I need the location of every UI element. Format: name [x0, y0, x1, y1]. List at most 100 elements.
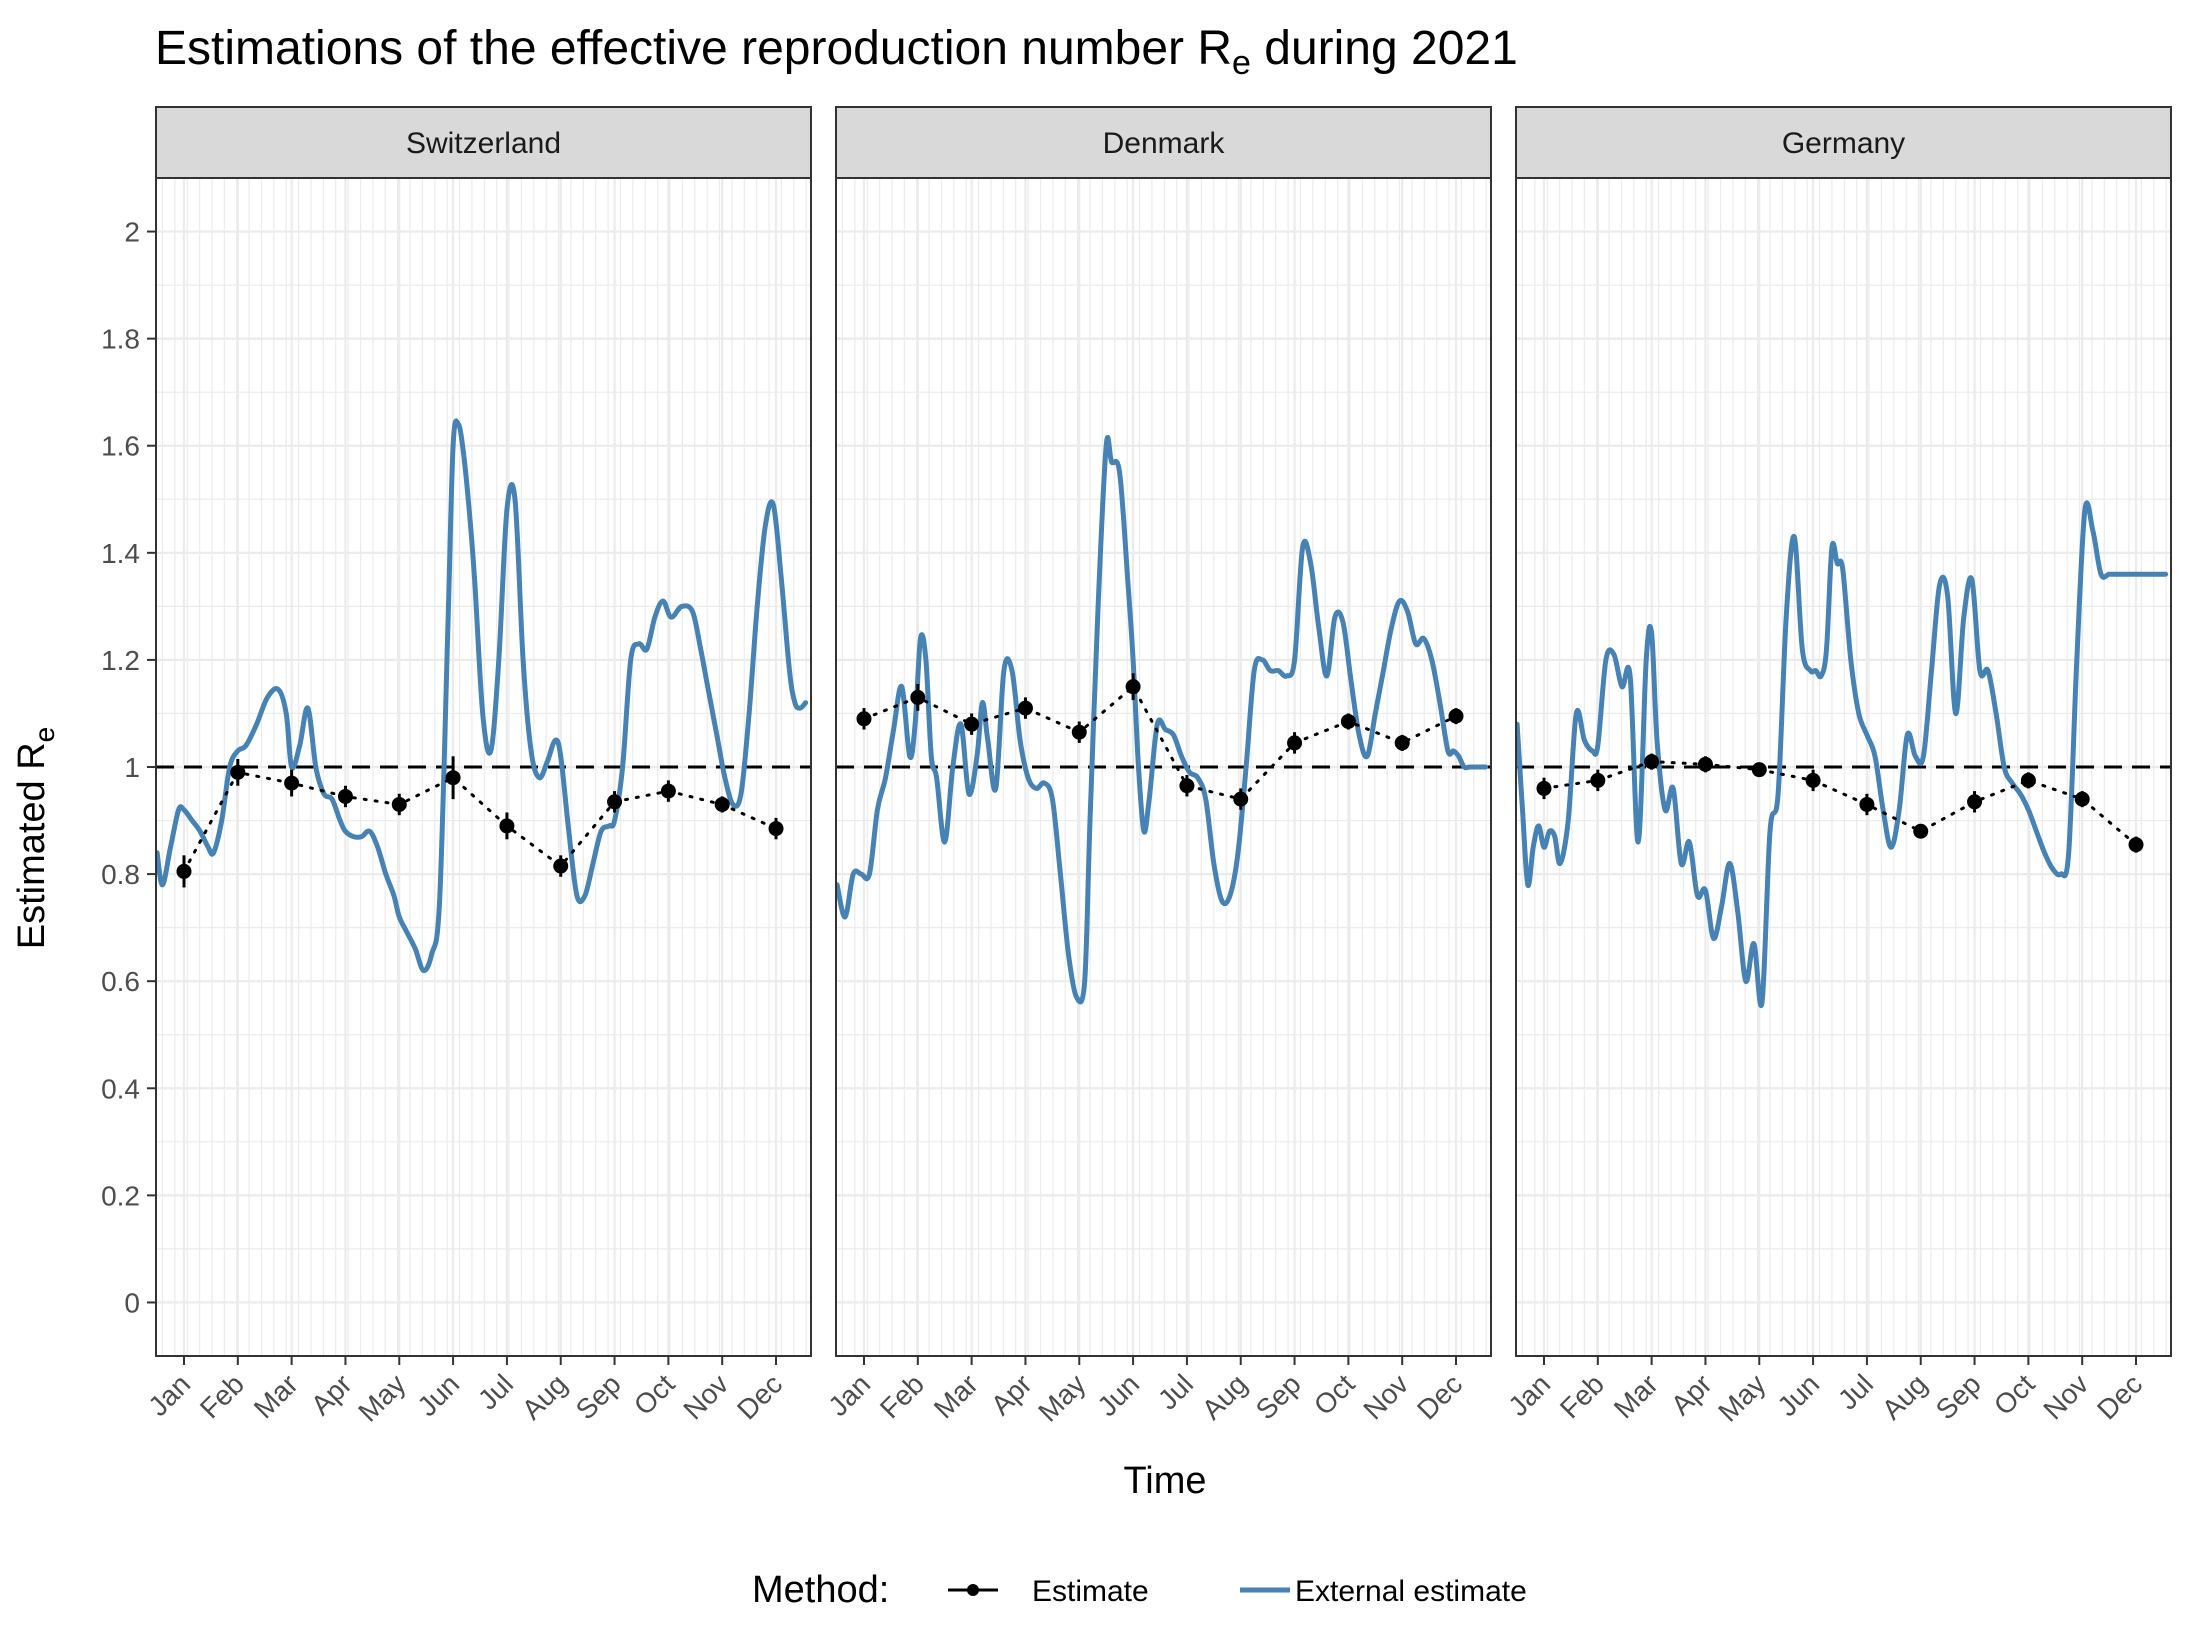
x-tick-label: Apr	[985, 1368, 1038, 1421]
x-tick-label: Feb	[194, 1368, 250, 1424]
series-estimate-line	[1542, 760, 2138, 847]
estimate-point	[1751, 762, 1767, 778]
estimate-point	[1805, 772, 1821, 788]
x-tick-label: May	[352, 1368, 411, 1427]
y-tick-label: 1.2	[101, 645, 140, 676]
estimate-point	[1536, 780, 1552, 796]
x-tick-label: Aug	[516, 1368, 573, 1425]
y-tick-label: 1.6	[101, 431, 140, 462]
estimate-point	[714, 796, 730, 812]
estimate-point	[499, 818, 515, 834]
x-tick-label: Feb	[874, 1368, 930, 1424]
strip-background	[1515, 106, 2172, 179]
estimate-point	[964, 716, 980, 732]
estimate-point	[445, 770, 461, 786]
estimate-point	[1967, 794, 1983, 810]
estimate-point	[391, 796, 407, 812]
x-tick-label: Feb	[1554, 1368, 1610, 1424]
x-tick-label: Sep	[1930, 1368, 1987, 1425]
legend-title: Method:	[752, 1569, 889, 1611]
strip-label-germany: Germany	[1782, 127, 1905, 160]
x-tick-label: May	[1712, 1368, 1771, 1427]
estimate-point	[1448, 708, 1464, 724]
x-tick-label: Dec	[2091, 1368, 2148, 1425]
x-tick-label: Oct	[1988, 1368, 2041, 1421]
x-tick-label: Jun	[1091, 1368, 1145, 1422]
x-tick-label: Nov	[677, 1368, 734, 1425]
estimate-point	[230, 764, 246, 780]
estimate-point	[2020, 772, 2036, 788]
plot-area	[836, 434, 1491, 1005]
legend-item-estimate: Estimate	[948, 1575, 1149, 1608]
x-tick-label: Mar	[1608, 1368, 1664, 1424]
estimate-point	[2128, 837, 2144, 853]
x-tick-label: Dec	[1411, 1368, 1468, 1425]
x-tick-label: Apr	[1665, 1368, 1718, 1421]
x-tick-label: Mar	[928, 1368, 984, 1424]
estimate-point	[660, 783, 676, 799]
estimate-point	[1859, 796, 1875, 812]
estimate-point	[1394, 735, 1410, 751]
y-tick-label: 1.8	[101, 324, 140, 355]
estimate-point	[1233, 791, 1249, 807]
series-external-estimate	[156, 418, 809, 974]
y-tick-label: 1	[124, 752, 140, 783]
estimate-point	[1125, 679, 1141, 695]
estimate-point	[1179, 778, 1195, 794]
y-tick-label: 0.6	[101, 966, 140, 997]
x-tick-label: Oct	[1308, 1368, 1361, 1421]
chart-title: Estimations of the effective reproductio…	[155, 22, 1518, 82]
strip-label-denmark: Denmark	[1103, 127, 1226, 160]
x-tick-label: May	[1032, 1368, 1091, 1427]
y-tick-label: 0.4	[101, 1073, 140, 1104]
x-tick-label: Aug	[1876, 1368, 1933, 1425]
y-tick-label: 1.4	[101, 538, 140, 569]
legend: Method: Estimate External estimate	[752, 1569, 1527, 1611]
x-tick-label: Aug	[1196, 1368, 1253, 1425]
x-tick-label: Jun	[411, 1368, 465, 1422]
estimate-point	[1287, 735, 1303, 751]
estimate-point	[607, 794, 623, 810]
estimate-point	[1644, 754, 1660, 770]
x-tick-label: Oct	[628, 1368, 681, 1421]
x-tick-label: Jul	[1832, 1368, 1879, 1415]
y-tick-label: 0.8	[101, 859, 140, 890]
x-tick-label: Sep	[570, 1368, 627, 1425]
legend-label-external: External estimate	[1295, 1575, 1527, 1608]
series-estimate-line	[182, 770, 778, 873]
estimate-point	[1697, 756, 1713, 772]
estimate-point	[768, 821, 784, 837]
estimate-point	[1071, 724, 1087, 740]
estimate-point	[553, 858, 569, 874]
y-tick-label: 0	[124, 1287, 140, 1318]
x-tick-label: Jan	[142, 1368, 196, 1422]
estimate-point	[176, 863, 192, 879]
estimate-point	[337, 788, 353, 804]
legend-item-external: External estimate	[1240, 1575, 1527, 1608]
series-external-estimate	[1516, 500, 2169, 1009]
x-tick-label: Sep	[1250, 1368, 1307, 1425]
estimate-point	[856, 711, 872, 727]
series-external-estimate	[836, 434, 1489, 1005]
x-axis-title: Time	[1123, 1460, 1206, 1502]
x-tick-label: Nov	[2037, 1368, 2094, 1425]
y-axis-title: Estimated Re	[11, 727, 60, 950]
x-tick-label: Dec	[731, 1368, 788, 1425]
x-tick-label: Apr	[305, 1368, 358, 1421]
estimate-point	[1913, 823, 1929, 839]
x-tick-label: Mar	[248, 1368, 304, 1424]
strip-background	[155, 106, 812, 179]
plot-area	[1516, 500, 2171, 1009]
x-tick-label: Jun	[1771, 1368, 1825, 1422]
strip-background	[835, 106, 1492, 179]
legend-key-estimate-point	[967, 1584, 979, 1596]
x-tick-label: Jan	[822, 1368, 876, 1422]
x-tick-label: Jul	[472, 1368, 519, 1415]
estimate-point	[910, 689, 926, 705]
strip-label-switzerland: Switzerland	[406, 127, 561, 160]
